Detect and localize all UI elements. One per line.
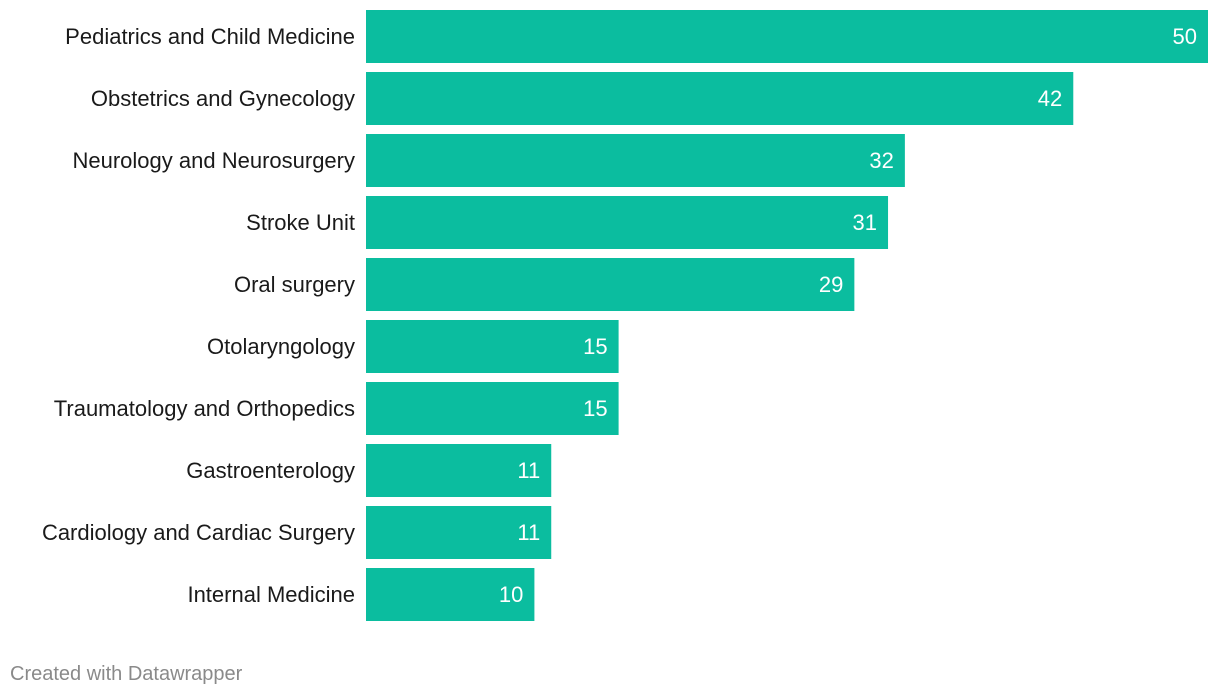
- value-label: 42: [1038, 86, 1062, 111]
- value-label: 50: [1173, 24, 1197, 49]
- category-label: Pediatrics and Child Medicine: [65, 24, 355, 49]
- bar: [366, 444, 552, 497]
- value-labels-group: 50 42 32 31 29 15 15 11 11 10: [499, 24, 1197, 607]
- category-label: Internal Medicine: [187, 582, 355, 607]
- value-label: 29: [819, 272, 843, 297]
- value-label: 32: [869, 148, 893, 173]
- bars-group: [366, 10, 1208, 621]
- bar: [366, 258, 855, 311]
- value-label: 11: [517, 520, 540, 545]
- bar: [366, 196, 889, 249]
- value-label: 11: [517, 458, 540, 483]
- bar: [366, 10, 1208, 63]
- category-labels-group: Pediatrics and Child Medicine Obstetrics …: [42, 24, 355, 607]
- bar: [366, 134, 905, 187]
- value-label: 10: [499, 582, 523, 607]
- bar: [366, 382, 619, 435]
- category-label: Obstetrics and Gynecology: [91, 86, 355, 111]
- category-label: Traumatology and Orthopedics: [54, 396, 355, 421]
- category-label: Cardiology and Cardiac Surgery: [42, 520, 355, 545]
- bar: [366, 506, 552, 559]
- bar: [366, 72, 1074, 125]
- bar: [366, 568, 535, 621]
- bar: [366, 320, 619, 373]
- category-label: Stroke Unit: [246, 210, 355, 235]
- value-label: 15: [583, 334, 607, 359]
- category-label: Gastroenterology: [186, 458, 355, 483]
- value-label: 15: [583, 396, 607, 421]
- value-label: 31: [853, 210, 877, 235]
- category-label: Oral surgery: [234, 272, 355, 297]
- category-label: Otolaryngology: [207, 334, 355, 359]
- credit-text: Created with Datawrapper: [10, 663, 243, 685]
- category-label: Neurology and Neurosurgery: [73, 148, 356, 173]
